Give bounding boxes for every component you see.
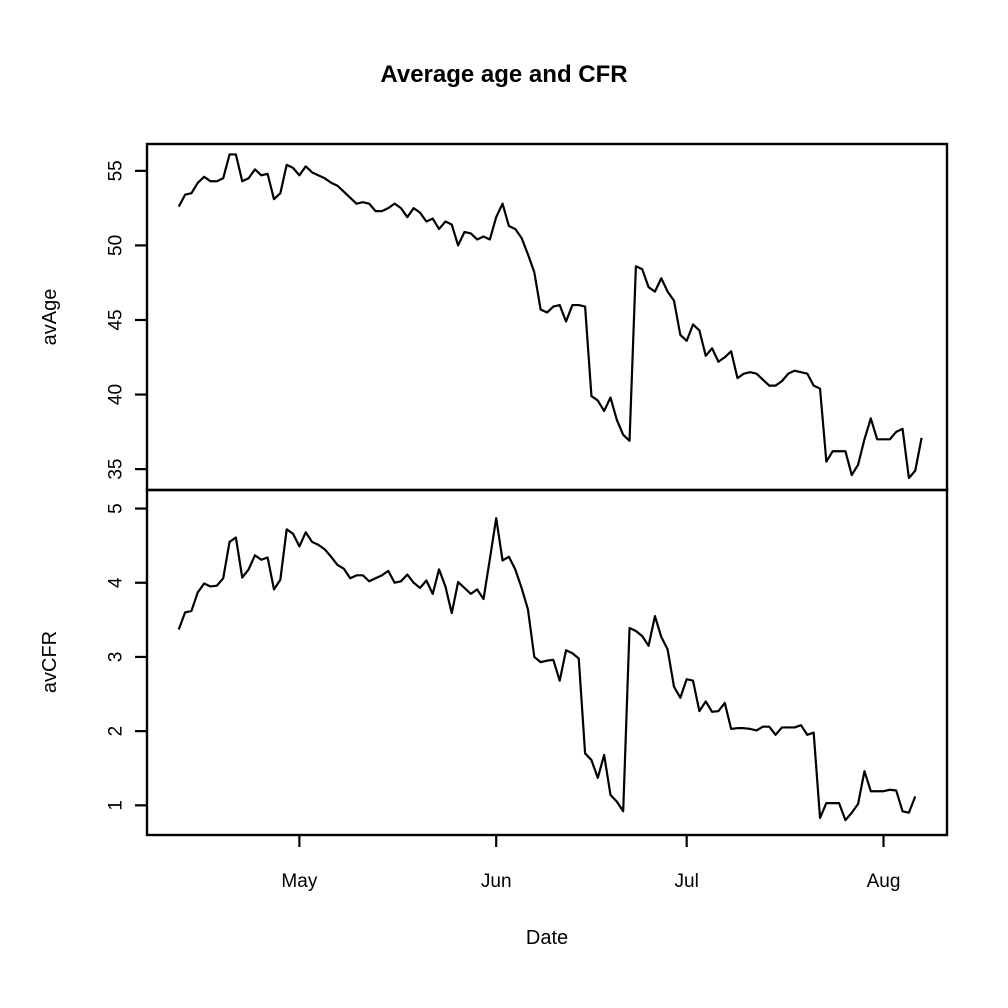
y-tick-label-avCFR-3: 3 [106,652,127,663]
x-tick-label-jul: Jul [675,871,699,892]
y-tick-label-avCFR-5: 5 [106,503,127,514]
x-axis-label: Date [526,927,568,949]
x-tick-label-jun: Jun [481,871,512,892]
y-tick-label-avAge-35: 35 [106,459,127,480]
panel-avcfr-y-axis: 1 2 3 4 5 [106,503,147,811]
panel-avcfr-frame [145,488,949,837]
y-tick-label-avAge-40: 40 [106,384,127,405]
y-tick-label-avAge-55: 55 [106,160,127,181]
panel-avage: 35 40 45 50 55 avAge [39,142,949,492]
y-tick-label-avCFR-4: 4 [106,577,127,588]
x-tick-label-aug: Aug [867,871,901,892]
x-tick-label-may: May [281,871,317,892]
series-line-avcfr [177,517,917,822]
panel-avage-frame [145,142,949,492]
y-tick-label-avCFR-2: 2 [106,726,127,737]
panel-avcfr-ylabel: avCFR [39,631,61,693]
x-axis: May Jun Jul Aug [281,835,900,892]
chart-title: Average age and CFR [380,61,627,88]
panel-avcfr: 1 2 3 4 5 avCFR [39,488,949,837]
y-tick-label-avAge-50: 50 [106,235,127,256]
panel-avage-y-axis: 35 40 45 50 55 [106,160,147,480]
y-tick-label-avAge-45: 45 [106,309,127,330]
y-tick-label-avCFR-1: 1 [106,800,127,811]
series-line-avage [177,153,923,480]
panel-avage-ylabel: avAge [39,289,61,346]
